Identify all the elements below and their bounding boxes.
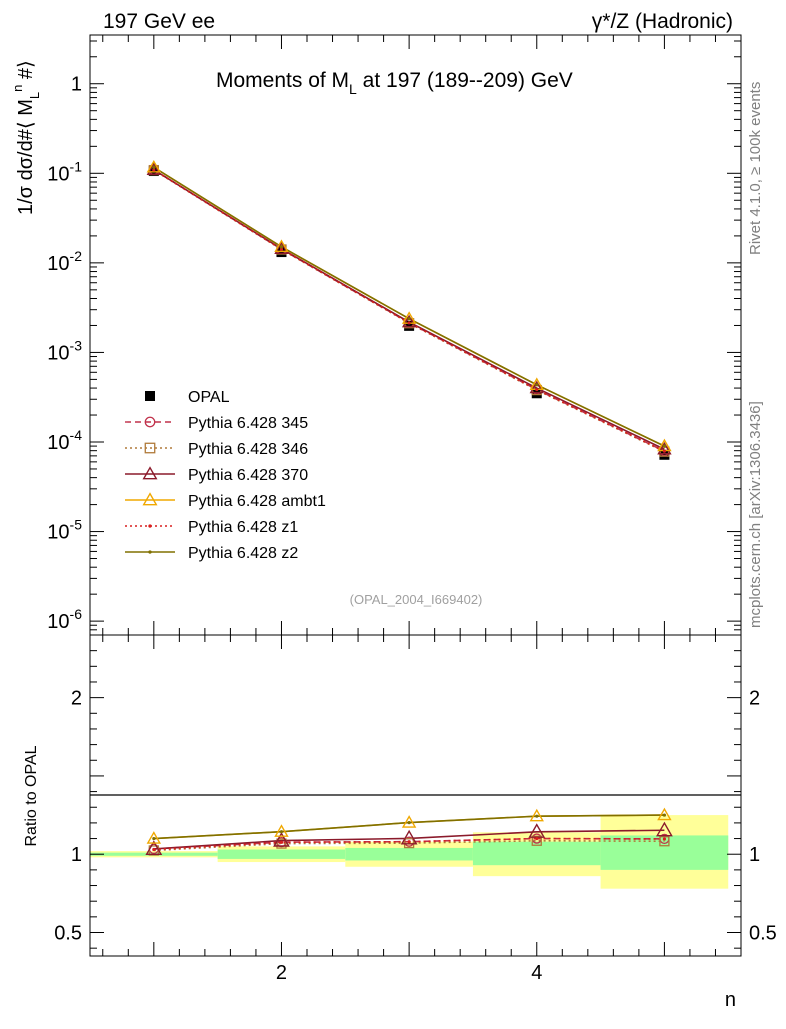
ratio-series-markers [145, 807, 673, 856]
ratio-y-label: Ratio to OPAL [23, 745, 40, 846]
ratio-axis-ticks: 0.5 0.5 1 1 2 2 2 4 [54, 635, 777, 984]
ratio-stat-uncertainty-band [217, 849, 346, 859]
main-line-pythia-6-428-370 [153, 169, 665, 450]
ratio-point-pythia-6-428-ambt1 [657, 807, 672, 821]
ratio-plot-frame [89, 634, 742, 957]
legend: OPAL Pythia 6.428 345 Pythia 6.428 346 Pyth… [125, 389, 326, 562]
rivet-label: Rivet 4.1.0, ≥ 100k events [747, 82, 764, 255]
x-axis-label: n [725, 989, 736, 1011]
ratio-stat-uncertainty-band [472, 841, 601, 866]
main-point-pythia-6-428-z2 [407, 317, 411, 321]
ratio-y-tick-label: 0.5 [54, 923, 82, 945]
ratio-point-pythia-6-428-370 [656, 821, 673, 837]
ratio-point-pythia-6-428-346 [531, 835, 542, 846]
ratio-point-pythia-6-428-z1 [407, 840, 411, 844]
ratio-point-pythia-6-428-ambt1 [401, 815, 417, 828]
main-line-pythia-6-428-ambt1 [153, 166, 665, 447]
main-axis-ticks: 10-6 10-5 10-4 10-3 10-2 10-1 1 [47, 35, 741, 636]
ratio-panel: 0.5 0.5 1 1 2 2 2 4 Ratio to OPAL n [23, 634, 777, 1011]
main-point-pythia-6-428-z2 [152, 165, 156, 169]
legend-marker-pythia-6-428-346 [144, 442, 156, 454]
ratio-y-tick-label-right: 2 [749, 688, 760, 710]
main-point-opal [659, 449, 670, 460]
legend-marker-pythia-6-428-ambt1 [142, 492, 158, 506]
main-point-pythia-6-428-z1 [407, 321, 411, 325]
main-point-pythia-6-428-z2 [279, 245, 284, 249]
legend-marker-pythia-6-428-z1 [148, 524, 152, 528]
main-y-tick-label: 10-4 [47, 427, 82, 454]
x-tick-label: 2 [276, 962, 287, 984]
ratio-point-pythia-6-428-ambt1 [274, 824, 289, 837]
header-left-title: 197 GeV ee [103, 10, 215, 33]
legend-label-pythia-6-428-346: Pythia 6.428 346 [188, 441, 308, 458]
legend-label-pythia-6-428-370: Pythia 6.428 370 [188, 467, 308, 484]
main-point-pythia-6-428-370 [529, 380, 544, 394]
main-point-pythia-6-428-370 [401, 314, 417, 328]
x-tick-label: 4 [531, 962, 542, 984]
main-series-markers [146, 159, 672, 460]
ratio-y-tick-label-right: 0.5 [749, 923, 777, 945]
ratio-point-pythia-6-428-346 [276, 838, 287, 849]
ratio-stat-uncertainty-band [345, 847, 473, 861]
ratio-point-pythia-6-428-ambt1 [529, 808, 544, 822]
ratio-y-tick-label-right: 1 [749, 844, 760, 866]
ratio-point-pythia-6-428-z2 [662, 813, 667, 817]
mcplots-label: mcplots.cern.ch [arXiv:1306.3436] [747, 401, 764, 628]
main-y-tick-label: 10-1 [47, 158, 82, 185]
legend-label-pythia-6-428-345: Pythia 6.428 345 [188, 415, 308, 432]
ratio-point-pythia-6-428-z2 [279, 830, 284, 834]
main-point-opal [404, 320, 415, 331]
ratio-y-tick-label: 1 [71, 844, 82, 866]
main-series-lines [153, 166, 665, 453]
ratio-point-pythia-6-428-370 [400, 829, 418, 845]
main-y-tick-label: 10-2 [47, 248, 82, 275]
main-point-pythia-6-428-370 [657, 441, 672, 455]
ratio-point-pythia-6-428-346 [403, 837, 415, 849]
main-point-pythia-6-428-ambt1 [146, 159, 162, 173]
main-title: Moments of ML at 197 (189--209) GeV [216, 69, 573, 97]
legend-marker-pythia-6-428-z2 [148, 550, 152, 554]
legend-label-opal: OPAL [188, 389, 230, 406]
main-point-pythia-6-428-z1 [279, 247, 284, 251]
ratio-point-pythia-6-428-z1 [152, 847, 156, 852]
ratio-point-pythia-6-428-ambt1 [146, 831, 162, 844]
ratio-uncertainty-bands [90, 815, 729, 889]
analysis-watermark: (OPAL_2004_I669402) [350, 592, 483, 607]
main-line-pythia-6-428-z2 [153, 166, 665, 447]
ratio-point-pythia-6-428-z1 [662, 837, 667, 841]
main-y-tick-label: 10-6 [47, 606, 82, 633]
main-y-tick-label: 10-3 [47, 337, 82, 364]
main-point-pythia-6-428-z2 [662, 444, 667, 448]
ratio-point-pythia-6-428-370 [273, 831, 290, 847]
ratio-point-pythia-6-428-z2 [407, 820, 411, 825]
main-point-pythia-6-428-ambt1 [274, 239, 289, 253]
legend-label-pythia-6-428-ambt1: Pythia 6.428 ambt1 [188, 493, 326, 510]
main-point-pythia-6-428-z1 [152, 168, 156, 172]
header-right-title: γ*/Z (Hadronic) [592, 10, 733, 33]
legend-label-pythia-6-428-z2: Pythia 6.428 z2 [188, 545, 298, 562]
main-point-pythia-6-428-z1 [662, 449, 667, 453]
ratio-point-pythia-6-428-346 [659, 836, 670, 847]
main-point-pythia-6-428-z2 [535, 383, 539, 387]
ratio-point-pythia-6-428-z1 [279, 840, 284, 844]
main-point-pythia-6-428-z1 [535, 387, 539, 392]
main-panel: 10-6 10-5 10-4 10-3 10-2 10-1 1 Moments of ML … [10, 34, 742, 636]
legend-marker-opal [145, 391, 155, 401]
main-y-tick-label: 10-5 [47, 517, 82, 544]
ratio-point-pythia-6-428-z2 [535, 814, 539, 818]
ratio-point-pythia-6-428-z1 [535, 836, 539, 841]
main-line-pythia-6-428-z1 [153, 169, 665, 452]
ratio-point-pythia-6-428-z2 [152, 836, 156, 841]
legend-label-pythia-6-428-z1: Pythia 6.428 z1 [188, 519, 298, 536]
main-point-pythia-6-428-370 [274, 241, 289, 255]
main-point-opal [276, 247, 287, 258]
legend-marker-pythia-6-428-345 [144, 416, 156, 428]
main-y-label: 1/σ dσ/d#⟨ MLn #⟩ [10, 60, 42, 215]
main-point-pythia-6-428-370 [146, 162, 162, 175]
ratio-point-pythia-6-428-370 [145, 840, 163, 855]
main-y-tick-label: 1 [71, 74, 82, 96]
legend-marker-pythia-6-428-370 [142, 466, 158, 480]
ratio-y-tick-label: 2 [71, 688, 82, 710]
